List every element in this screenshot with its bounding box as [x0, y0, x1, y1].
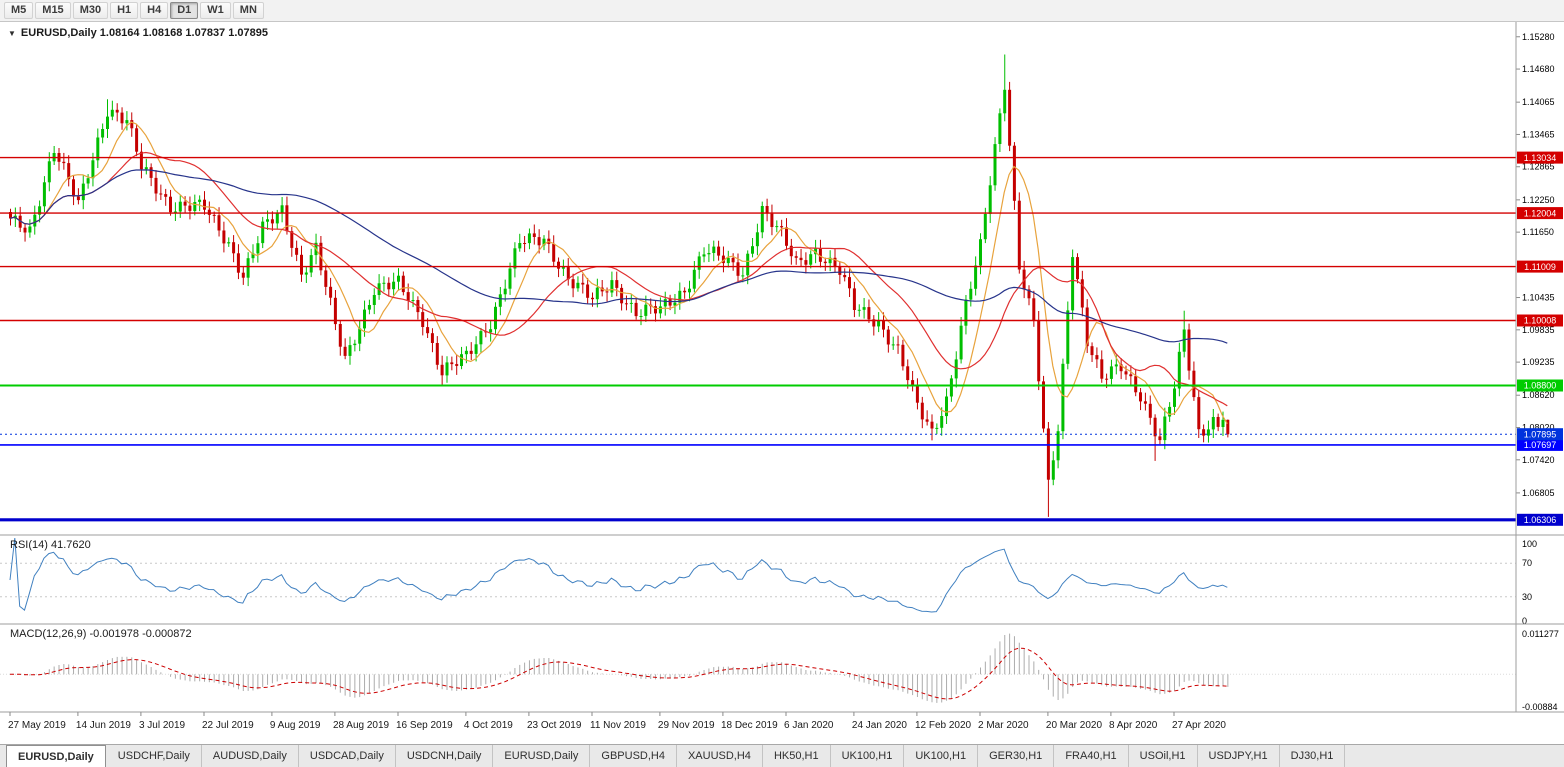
chart-background — [0, 22, 1564, 744]
svg-text:20 Mar 2020: 20 Mar 2020 — [1046, 720, 1103, 731]
svg-text:16 Sep 2019: 16 Sep 2019 — [396, 720, 453, 731]
svg-text:1.11009: 1.11009 — [1524, 262, 1556, 272]
timeframe-button-h4[interactable]: H4 — [140, 2, 169, 19]
price-axis: 1.15280 1.14680 1.14065 1.13465 1.12865 1.122… — [1516, 32, 1555, 498]
svg-text:1.12250: 1.12250 — [1522, 195, 1555, 205]
svg-text:11 Nov 2019: 11 Nov 2019 — [590, 720, 646, 731]
timeframe-button-w1[interactable]: W1 — [200, 2, 231, 19]
tab-dj30-h1[interactable]: DJ30,H1 — [1280, 745, 1346, 767]
tab-ger30-h1[interactable]: GER30,H1 — [978, 745, 1055, 767]
horizontal-levels[interactable]: 1.13034 1.12004 1.11009 1.10008 1.08800 1.076… — [0, 151, 1563, 526]
svg-text:-0.00884: -0.00884 — [1522, 702, 1558, 712]
svg-text:24 Jan 2020: 24 Jan 2020 — [852, 720, 907, 731]
svg-text:1.09235: 1.09235 — [1522, 357, 1555, 367]
tab-uk100-h1[interactable]: UK100,H1 — [831, 745, 905, 767]
fast-ma-line — [9, 121, 1228, 425]
svg-text:22 Jul 2019: 22 Jul 2019 — [202, 720, 254, 731]
svg-text:30: 30 — [1522, 592, 1532, 602]
svg-text:0: 0 — [1522, 616, 1527, 626]
svg-text:1.06306: 1.06306 — [1524, 515, 1557, 525]
svg-text:1.07697: 1.07697 — [1524, 440, 1557, 450]
svg-text:1.10008: 1.10008 — [1524, 316, 1557, 326]
tab-usoil-h1[interactable]: USOil,H1 — [1129, 745, 1198, 767]
svg-text:9 Aug 2019: 9 Aug 2019 — [270, 720, 321, 731]
svg-text:1.11650: 1.11650 — [1522, 227, 1554, 237]
panel-borders — [0, 22, 1564, 713]
svg-text:1.08020: 1.08020 — [1522, 423, 1555, 433]
svg-text:1.08800: 1.08800 — [1524, 381, 1557, 391]
symbol-tabbar: EURUSD,Daily USDCHF,Daily AUDUSD,Daily USDC… — [0, 744, 1564, 767]
svg-text:3 Jul 2019: 3 Jul 2019 — [139, 720, 186, 731]
current-price-line: 1.07895 — [0, 428, 1563, 441]
svg-text:12 Feb 2020: 12 Feb 2020 — [915, 720, 972, 731]
svg-text:8 Apr 2020: 8 Apr 2020 — [1109, 720, 1158, 731]
svg-text:1.12004: 1.12004 — [1524, 208, 1557, 218]
tab-uk100-h1[interactable]: UK100,H1 — [904, 745, 979, 767]
svg-text:1.13034: 1.13034 — [1524, 153, 1557, 163]
tab-usdcad-daily[interactable]: USDCAD,Daily — [299, 745, 396, 767]
tab-fra40-h1[interactable]: FRA40,H1 — [1054, 745, 1129, 767]
date-axis: 27 May 2019 14 Jun 2019 3 Jul 2019 22 Jul 2… — [8, 712, 1226, 731]
timeframe-button-d1[interactable]: D1 — [170, 2, 199, 19]
tab-audusd-daily[interactable]: AUDUSD,Daily — [202, 745, 299, 767]
svg-text:1.07895: 1.07895 — [1524, 429, 1557, 439]
timeframe-button-mn[interactable]: MN — [232, 2, 264, 19]
svg-text:1.07420: 1.07420 — [1522, 455, 1555, 465]
svg-text:29 Nov 2019: 29 Nov 2019 — [658, 720, 715, 731]
svg-text:27 Apr 2020: 27 Apr 2020 — [1172, 720, 1226, 731]
svg-text:23 Oct 2019: 23 Oct 2019 — [527, 720, 582, 731]
slow-ma-line — [9, 169, 1228, 344]
macd-panel: 0.011277 -0.00884 — [0, 629, 1559, 712]
timeframe-button-m5[interactable]: M5 — [4, 2, 34, 19]
svg-text:1.13465: 1.13465 — [1522, 129, 1555, 139]
svg-text:1.09835: 1.09835 — [1522, 325, 1555, 335]
svg-text:14 Jun 2019: 14 Jun 2019 — [76, 720, 131, 731]
tab-usdcnh-daily[interactable]: USDCNH,Daily — [396, 745, 494, 767]
timeframe-button-m15[interactable]: M15 — [35, 2, 71, 19]
svg-text:70: 70 — [1522, 558, 1532, 568]
svg-text:1.12865: 1.12865 — [1522, 162, 1555, 172]
svg-text:27 May 2019: 27 May 2019 — [8, 720, 66, 731]
tab-xauusd-h4[interactable]: XAUUSD,H4 — [677, 745, 763, 767]
tab-eurusd-daily[interactable]: EURUSD,Daily — [6, 745, 106, 767]
svg-text:1.14680: 1.14680 — [1522, 64, 1555, 74]
svg-text:18 Dec 2019: 18 Dec 2019 — [721, 720, 778, 731]
svg-text:28 Aug 2019: 28 Aug 2019 — [333, 720, 390, 731]
timeframe-button-m30[interactable]: M30 — [72, 2, 109, 19]
timeframe-toolbar: M5 M15 M30 H1 H4 D1 W1 MN — [0, 0, 1564, 22]
tab-eurusd-daily[interactable]: EURUSD,Daily — [493, 745, 591, 767]
svg-text:1.15280: 1.15280 — [1522, 32, 1555, 42]
svg-text:1.06805: 1.06805 — [1522, 488, 1555, 498]
svg-text:2 Mar 2020: 2 Mar 2020 — [978, 720, 1029, 731]
svg-text:1.10435: 1.10435 — [1522, 293, 1555, 303]
svg-text:4 Oct 2019: 4 Oct 2019 — [464, 720, 513, 731]
svg-text:1.14065: 1.14065 — [1522, 97, 1555, 107]
price-chart-canvas[interactable]: 1.15280 1.14680 1.14065 1.13465 1.12865 1.122… — [0, 22, 1564, 744]
tab-usdjpy-h1[interactable]: USDJPY,H1 — [1198, 745, 1280, 767]
moving-average-lines — [9, 121, 1228, 425]
rsi-panel: 100 70 30 0 — [0, 537, 1537, 626]
timeframe-button-h1[interactable]: H1 — [110, 2, 139, 19]
tab-gbpusd-h4[interactable]: GBPUSD,H4 — [590, 745, 677, 767]
svg-text:1.08620: 1.08620 — [1522, 390, 1555, 400]
tab-hk50-h1[interactable]: HK50,H1 — [763, 745, 831, 767]
svg-text:100: 100 — [1522, 539, 1537, 549]
chart-area: 1.15280 1.14680 1.14065 1.13465 1.12865 1.122… — [0, 22, 1564, 744]
svg-text:0.011277: 0.011277 — [1522, 629, 1559, 639]
svg-text:6 Jan 2020: 6 Jan 2020 — [784, 720, 834, 731]
tab-usdchf-daily[interactable]: USDCHF,Daily — [107, 745, 202, 767]
